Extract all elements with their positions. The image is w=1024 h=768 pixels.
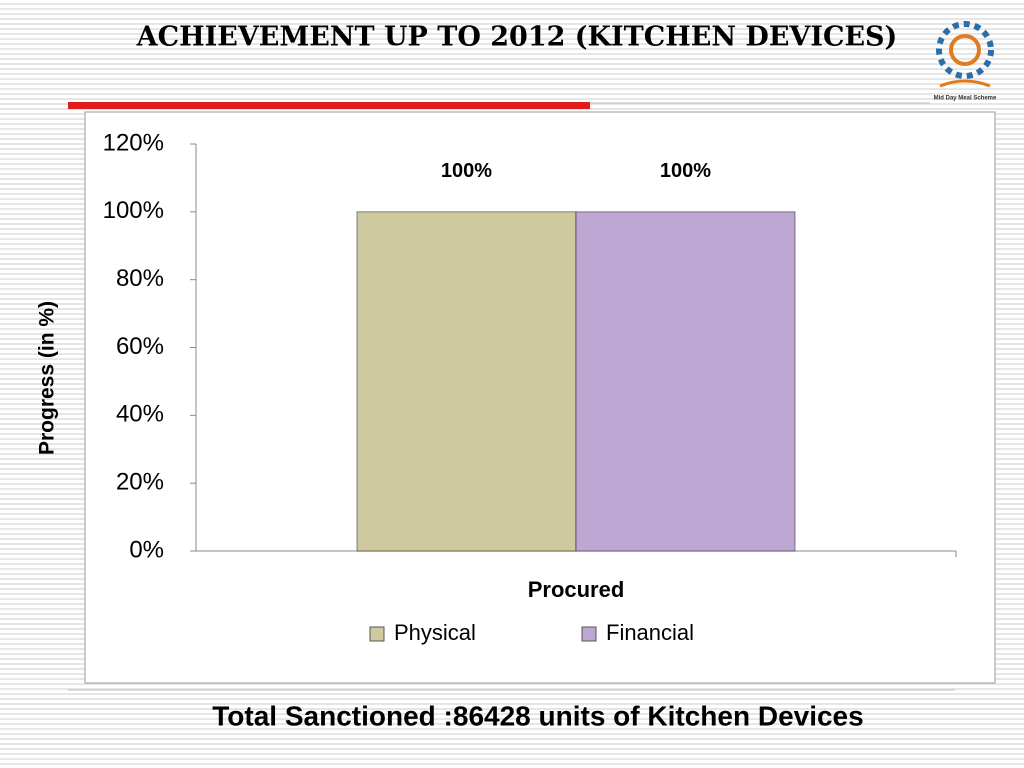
- value-label: 100%: [660, 160, 711, 182]
- value-label: 100%: [441, 160, 492, 182]
- bar: [575, 211, 796, 552]
- y-tick-label: 60%: [116, 333, 164, 360]
- logo-ring: [936, 21, 994, 79]
- y-tick-label: 40%: [116, 401, 164, 428]
- logo: Mid Day Meal Scheme: [934, 21, 997, 102]
- y-tick-label: 100%: [103, 197, 164, 224]
- logo-book: [939, 79, 991, 88]
- logo-text: Mid Day Meal Scheme: [934, 96, 997, 102]
- legend-label: Physical: [394, 620, 476, 645]
- red-rule: [68, 102, 590, 109]
- y-axis-title: Progress (in %): [36, 301, 59, 455]
- legend-swatch: [581, 626, 597, 642]
- y-tick-label: 20%: [116, 469, 164, 496]
- y-tick-label: 120%: [103, 129, 164, 156]
- legend-label: Financial: [606, 620, 694, 645]
- y-tick-label: 80%: [116, 265, 164, 292]
- legend-swatch: [369, 626, 385, 642]
- slide-title: ACHIEVEMENT UP TO 2012 (KITCHEN DEVICES): [136, 22, 898, 53]
- footer-note: Total Sanctioned :86428 units of Kitchen…: [212, 700, 863, 731]
- y-tick-label: 0%: [129, 536, 164, 563]
- bar: [356, 211, 577, 552]
- logo-inner: [949, 34, 981, 66]
- x-tick-label: Procured: [528, 577, 625, 602]
